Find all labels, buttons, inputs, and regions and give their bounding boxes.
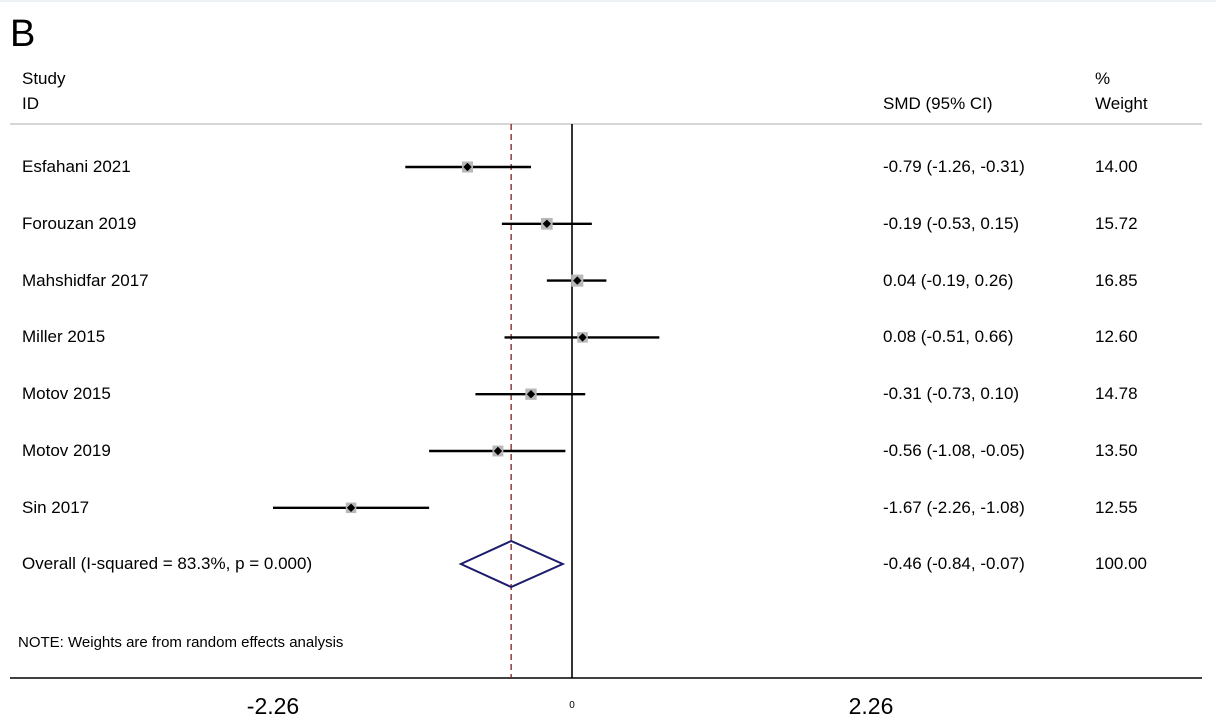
point-estimate [346, 503, 356, 512]
study-ci-text: 0.08 (-0.51, 0.66) [883, 327, 1014, 347]
header-study: Study [22, 69, 66, 88]
x-tick-label: 0 [569, 700, 575, 711]
overall-label: Overall (I-squared = 83.3%, p = 0.000) [22, 554, 313, 573]
study-ci-text: -0.31 (-0.73, 0.10) [883, 384, 1020, 404]
header-id: ID [22, 94, 39, 113]
study-weight: 15.72 [1095, 213, 1138, 233]
header-effect: SMD (95% CI) [883, 94, 993, 113]
x-tick-label: -2.26 [247, 693, 299, 719]
point-estimate [573, 276, 582, 285]
overall-weight: 100.00 [1095, 554, 1147, 573]
header-weight: Weight [1095, 94, 1148, 113]
study-label: Sin 2017 [22, 497, 90, 517]
point-estimate [542, 219, 552, 228]
study-ci-text: -0.56 (-1.08, -0.05) [883, 441, 1025, 460]
study-ci-text: -1.67 (-2.26, -1.08) [883, 497, 1025, 517]
study-label: Mahshidfar 2017 [22, 270, 149, 290]
study-weight: 16.85 [1095, 270, 1138, 290]
point-estimate [578, 333, 587, 342]
header-percent: % [1095, 69, 1111, 88]
study-ci-text: -0.79 (-1.26, -0.31) [883, 157, 1025, 176]
study-weight: 13.50 [1095, 441, 1138, 460]
footnote: NOTE: Weights are from random effects an… [18, 634, 344, 651]
study-ci-text: -0.19 (-0.53, 0.15) [883, 213, 1020, 233]
study-weight: 14.78 [1095, 384, 1138, 404]
study-label: Forouzan 2019 [22, 213, 137, 233]
study-label: Esfahani 2021 [22, 157, 131, 176]
overall-ci-text: -0.46 (-0.84, -0.07) [883, 554, 1025, 573]
panel-label: B [10, 13, 36, 55]
point-estimate [463, 162, 472, 172]
study-label: Miller 2015 [22, 327, 106, 347]
top-border [0, 0, 1216, 2]
study-weight: 12.55 [1095, 497, 1138, 517]
study-label: Motov 2019 [22, 441, 111, 460]
point-estimate [493, 446, 503, 456]
study-weight: 12.60 [1095, 327, 1138, 347]
study-label: Motov 2015 [22, 384, 111, 404]
x-tick-label: 2.26 [849, 693, 894, 719]
study-weight: 14.00 [1095, 157, 1138, 176]
study-ci-text: 0.04 (-0.19, 0.26) [883, 270, 1014, 290]
overall-diamond [458, 539, 566, 589]
point-estimate [526, 390, 536, 399]
